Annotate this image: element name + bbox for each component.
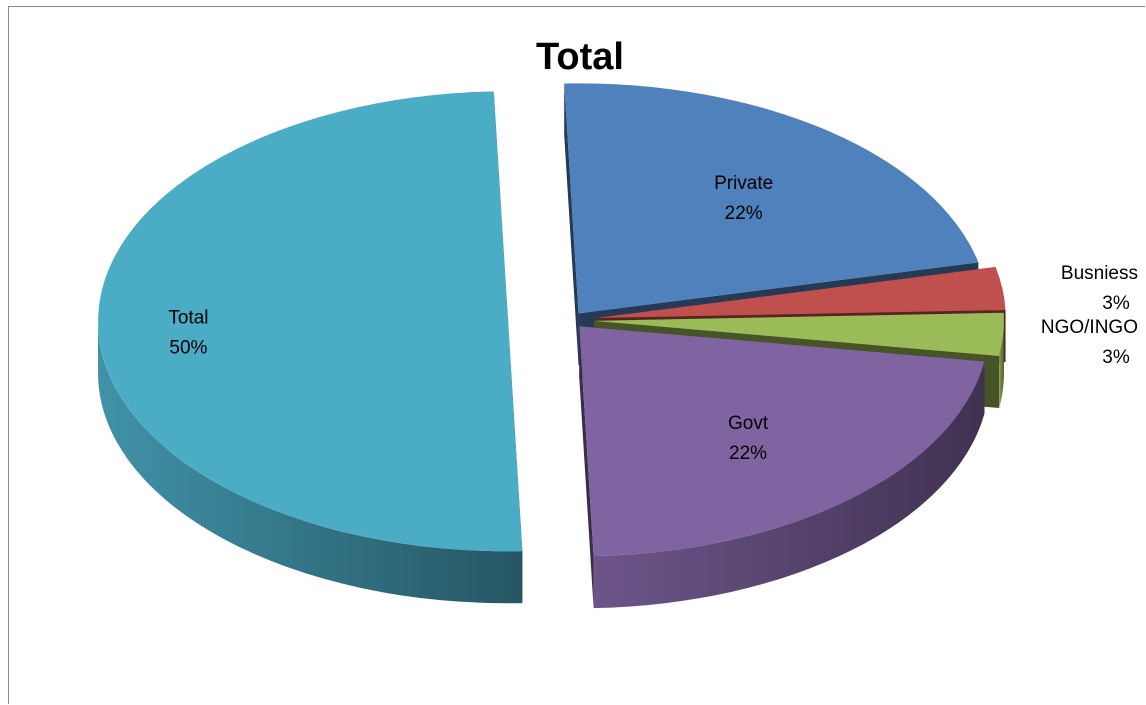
slice-labels: Private 22% Busniess 3% NGO/INGO 3% Govt 22% Tot… [168,173,1138,464]
slice-ngo-ingo [593,312,1004,356]
slice-tops [98,83,1006,557]
slice-busniess [595,267,1006,318]
label-govt-pct: 22% [729,443,767,464]
total-outer-wall [98,321,523,604]
label-busniess-name: Busniess [1061,263,1138,284]
slice-govt [579,326,985,557]
label-busniess-pct: 3% [1102,293,1130,314]
chart-frame [8,6,1145,704]
label-ngo-ingo-pct: 3% [1102,347,1130,368]
slice-private [564,83,979,314]
label-total-name: Total [168,308,208,329]
slice-total [98,91,523,552]
govt-wall-1 [579,326,594,609]
label-total-pct: 50% [169,338,207,359]
chart-title: Total [536,36,624,78]
label-govt-name: Govt [728,413,769,434]
private-wall-0 [564,83,579,366]
label-private-name: Private [714,173,773,194]
govt-outer-wall [593,361,985,609]
ngo-ingo-outer-wall [999,320,1004,409]
label-private-pct: 22% [725,203,763,224]
label-ngo-ingo-name: NGO/INGO [1041,317,1138,338]
